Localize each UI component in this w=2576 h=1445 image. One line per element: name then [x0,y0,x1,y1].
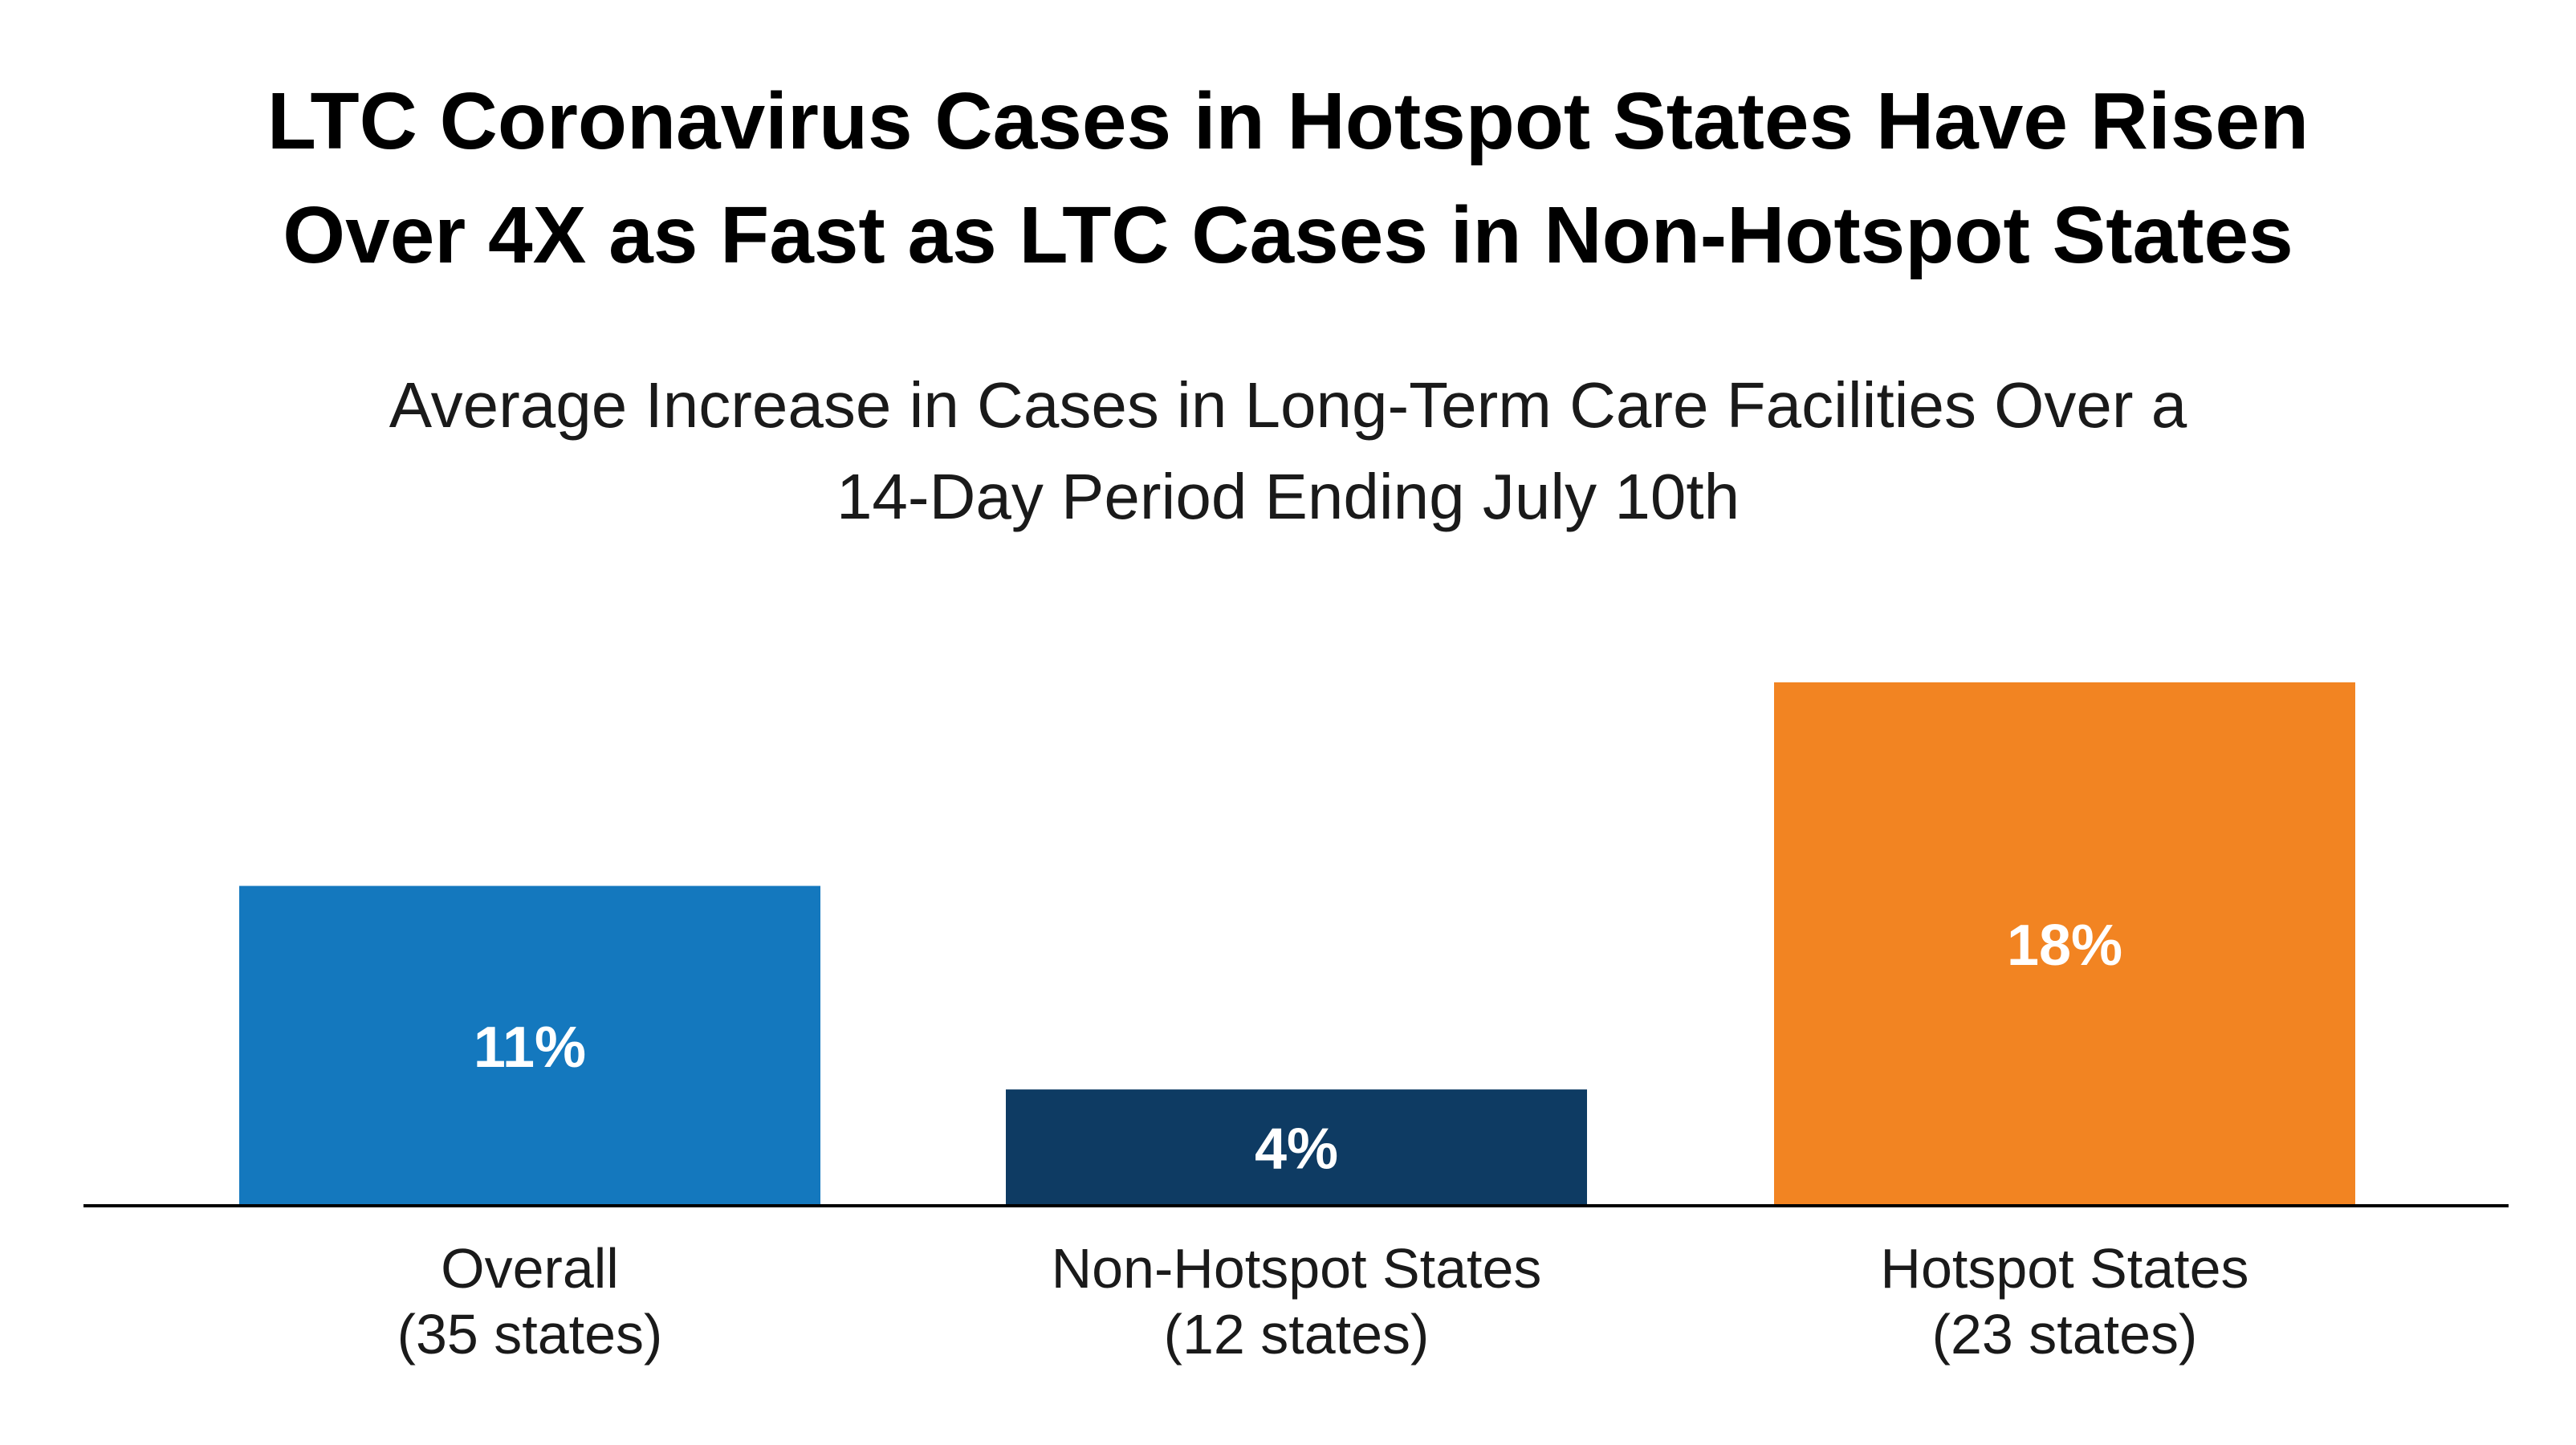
bar-1 [239,885,820,1206]
category-label-1-line-1: Overall [441,1237,619,1300]
chart-subtitle: Average Increase in Cases in Long-Term C… [0,360,2576,543]
chart-title-line-1: LTC Coronavirus Cases in Hotspot States … [267,76,2309,166]
category-label-3-line-1: Hotspot States [1880,1237,2248,1300]
bar-3 [1774,682,2355,1206]
bar-value-label-1: 11% [474,1016,586,1080]
category-label-2-line-1: Non-Hotspot States [1052,1237,1542,1300]
category-labels-group: Overall(35 states) Non-Hotspot States(12 … [397,1237,2249,1366]
bar-value-label-3: 18% [2007,914,2122,978]
chart-title: LTC Coronavirus Cases in Hotspot States … [0,64,2576,292]
category-label-1-line-2: (35 states) [397,1303,663,1366]
bar-value-label-2: 4% [1255,1117,1338,1182]
chart-title-line-2: Over 4X as Fast as LTC Cases in Non-Hots… [283,190,2293,280]
chart-subtitle-line-1: Average Increase in Cases in Long-Term C… [389,369,2187,441]
bar-2 [1006,1089,1587,1206]
chart-subtitle-line-2: 14-Day Period Ending July 10th [836,461,1740,532]
bars-group: 11% 4% 18% [239,682,2355,1206]
category-label-2-line-2: (12 states) [1164,1303,1430,1366]
category-label-3-line-2: (23 states) [1932,1303,2198,1366]
